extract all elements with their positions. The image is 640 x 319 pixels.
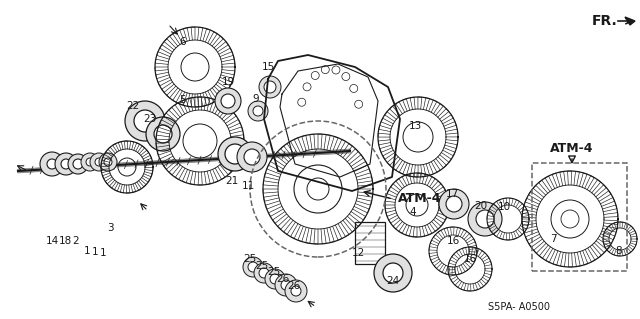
Text: 12: 12 (351, 248, 365, 258)
Text: 14: 14 (45, 236, 59, 246)
Text: 18: 18 (58, 236, 72, 246)
Text: 16: 16 (446, 236, 460, 246)
Circle shape (259, 76, 281, 98)
Circle shape (383, 263, 403, 283)
Circle shape (275, 274, 297, 296)
Circle shape (468, 202, 502, 236)
Text: 20: 20 (474, 201, 488, 211)
Text: 1: 1 (92, 247, 99, 257)
Circle shape (243, 257, 263, 277)
Circle shape (154, 125, 172, 143)
Circle shape (237, 142, 267, 172)
Circle shape (47, 159, 57, 169)
Text: S5PA- A0500: S5PA- A0500 (488, 302, 550, 312)
Text: 3: 3 (107, 223, 113, 233)
Text: 10: 10 (497, 202, 511, 212)
Circle shape (81, 153, 99, 171)
Circle shape (244, 149, 260, 165)
Circle shape (68, 154, 88, 174)
Text: 5: 5 (180, 95, 186, 105)
Circle shape (291, 286, 301, 296)
Text: 19: 19 (221, 77, 235, 87)
Text: 4: 4 (410, 207, 416, 217)
Circle shape (134, 110, 156, 132)
Text: 25: 25 (255, 261, 269, 271)
Circle shape (218, 137, 252, 171)
Circle shape (90, 153, 108, 171)
Text: 13: 13 (408, 121, 422, 131)
Circle shape (104, 158, 112, 166)
Text: 21: 21 (225, 176, 239, 186)
Text: 2: 2 (73, 236, 79, 246)
Circle shape (61, 159, 71, 169)
Text: 15: 15 (261, 62, 275, 72)
Circle shape (215, 88, 241, 114)
Circle shape (285, 280, 307, 302)
Circle shape (270, 274, 280, 284)
Circle shape (446, 196, 462, 212)
Text: 24: 24 (387, 276, 399, 286)
Circle shape (99, 153, 117, 171)
Circle shape (73, 159, 83, 169)
Circle shape (248, 262, 258, 272)
Text: FR.: FR. (592, 14, 618, 28)
Circle shape (439, 189, 469, 219)
Text: ATM-4: ATM-4 (398, 192, 442, 205)
Circle shape (254, 263, 274, 283)
Text: 7: 7 (550, 234, 556, 244)
Text: 11: 11 (241, 181, 255, 191)
Circle shape (125, 101, 165, 141)
Circle shape (476, 210, 494, 228)
Circle shape (265, 269, 285, 289)
Text: 17: 17 (445, 189, 459, 199)
Circle shape (221, 94, 235, 108)
Circle shape (225, 144, 245, 164)
Text: 25: 25 (268, 267, 280, 277)
Circle shape (264, 81, 276, 93)
Circle shape (259, 268, 269, 278)
Circle shape (86, 158, 94, 166)
Circle shape (40, 152, 64, 176)
Text: 25: 25 (243, 254, 257, 264)
Circle shape (248, 101, 268, 121)
Circle shape (281, 280, 291, 290)
Text: 16: 16 (463, 254, 477, 264)
Text: 9: 9 (253, 94, 259, 104)
Circle shape (146, 117, 180, 151)
Circle shape (374, 254, 412, 292)
Text: 1: 1 (100, 248, 106, 258)
Text: 1: 1 (84, 246, 90, 256)
Polygon shape (625, 17, 635, 25)
Text: 23: 23 (143, 114, 157, 124)
Text: 26: 26 (276, 274, 290, 284)
Text: 6: 6 (180, 37, 186, 47)
Bar (355, 222, 385, 264)
Circle shape (95, 158, 103, 166)
Text: 26: 26 (287, 281, 301, 291)
Text: 8: 8 (616, 246, 622, 256)
Circle shape (253, 106, 263, 116)
Text: 22: 22 (126, 101, 140, 111)
Circle shape (55, 153, 77, 175)
Text: ATM-4: ATM-4 (550, 143, 594, 155)
